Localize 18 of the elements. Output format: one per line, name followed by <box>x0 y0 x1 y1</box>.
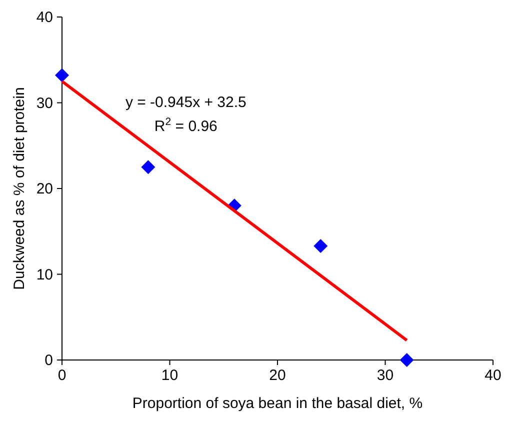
y-tick-label: 20 <box>36 180 53 198</box>
y-axis-title: Duckweed as % of diet protein <box>11 87 28 290</box>
x-tick-label: 20 <box>269 367 286 384</box>
x-axis-title: Proportion of soya bean in the basal diet, % <box>132 395 423 412</box>
y-tick-label: 40 <box>36 9 53 26</box>
point <box>55 68 69 82</box>
y-tick-label: 10 <box>36 266 53 284</box>
x-tick-label: 10 <box>161 367 178 384</box>
x-tick-label: 40 <box>484 367 502 384</box>
annotation: R$^{2}$ = 0.96 <box>154 116 218 136</box>
point <box>141 160 156 174</box>
annotation: y = -0.945x + 32.5 <box>125 94 246 112</box>
x-tick-label: 30 <box>376 367 394 384</box>
y-tick-label: 30 <box>36 94 53 112</box>
x-tick-label: 0 <box>58 367 66 384</box>
point <box>400 353 414 367</box>
point <box>314 238 328 253</box>
y-tick-label: 0 <box>44 352 53 369</box>
